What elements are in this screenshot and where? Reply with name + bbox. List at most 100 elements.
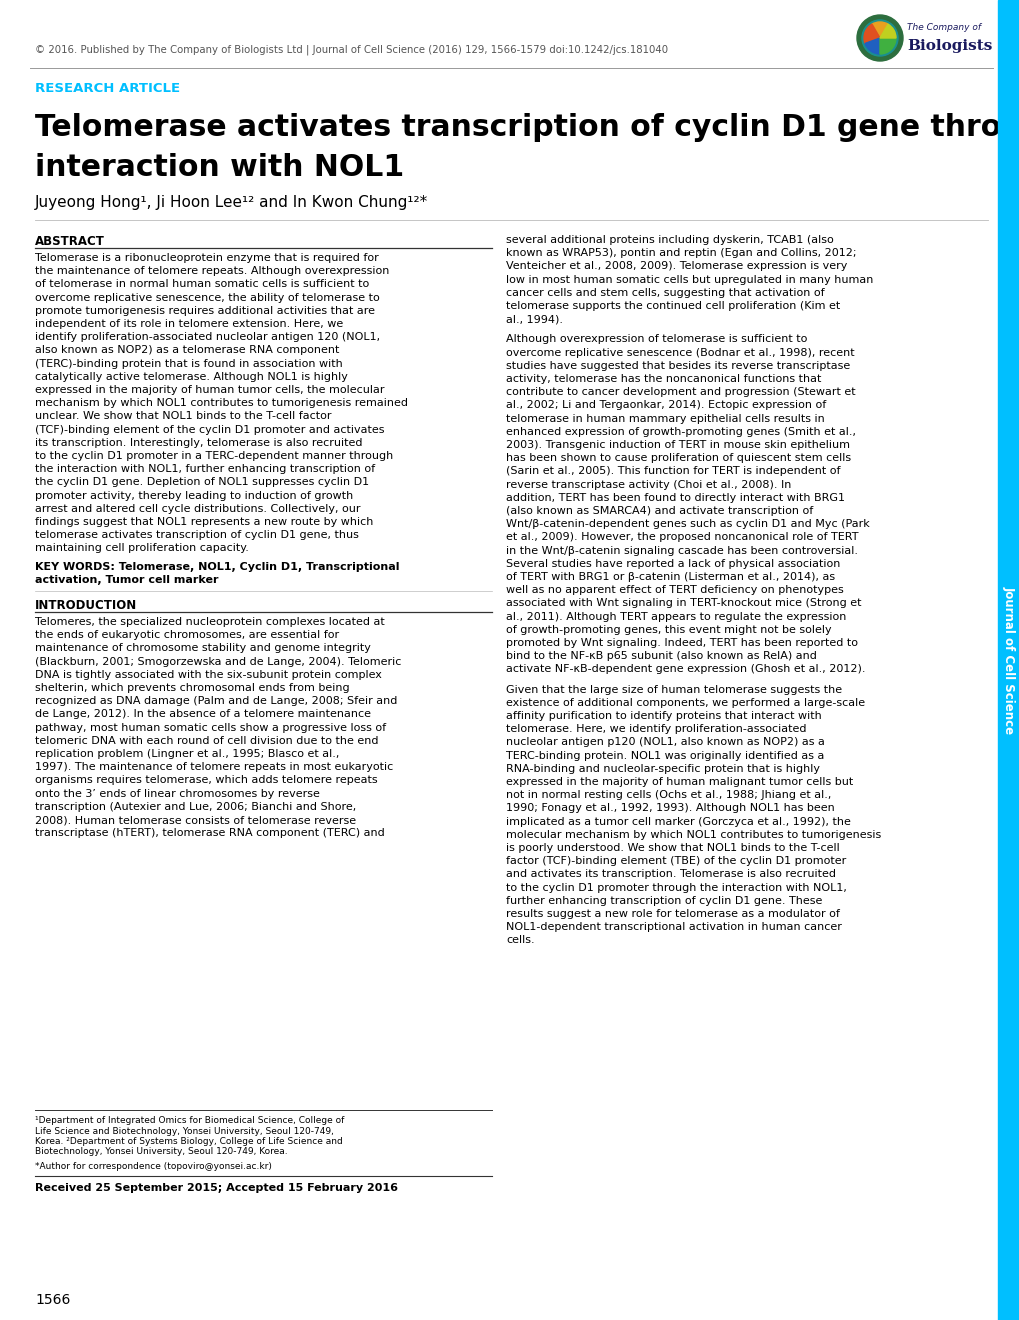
Text: overcome replicative senescence (Bodnar et al., 1998), recent: overcome replicative senescence (Bodnar … [505,347,854,358]
Text: reverse transcriptase activity (Choi et al., 2008). In: reverse transcriptase activity (Choi et … [505,479,791,490]
Text: implicated as a tumor cell marker (Gorczyca et al., 1992), the: implicated as a tumor cell marker (Gorcz… [505,817,850,826]
Text: to the cyclin D1 promoter in a TERC-dependent manner through: to the cyclin D1 promoter in a TERC-depe… [35,451,393,461]
Text: is poorly understood. We show that NOL1 binds to the T-cell: is poorly understood. We show that NOL1 … [505,843,839,853]
Text: ABSTRACT: ABSTRACT [35,235,105,248]
Wedge shape [863,24,879,44]
Text: the ends of eukaryotic chromosomes, are essential for: the ends of eukaryotic chromosomes, are … [35,630,338,640]
Text: Juyeong Hong¹, Ji Hoon Lee¹² and In Kwon Chung¹²*: Juyeong Hong¹, Ji Hoon Lee¹² and In Kwon… [35,194,428,210]
Text: promoter activity, thereby leading to induction of growth: promoter activity, thereby leading to in… [35,491,353,500]
Text: (TERC)-binding protein that is found in association with: (TERC)-binding protein that is found in … [35,359,342,368]
Text: transcription (Autexier and Lue, 2006; Bianchi and Shore,: transcription (Autexier and Lue, 2006; B… [35,801,356,812]
Text: addition, TERT has been found to directly interact with BRG1: addition, TERT has been found to directl… [505,492,844,503]
Text: telomerase in human mammary epithelial cells results in: telomerase in human mammary epithelial c… [505,413,824,424]
Text: 2003). Transgenic induction of TERT in mouse skin epithelium: 2003). Transgenic induction of TERT in m… [505,440,849,450]
Text: contribute to cancer development and progression (Stewart et: contribute to cancer development and pro… [505,387,855,397]
Text: its transcription. Interestingly, telomerase is also recruited: its transcription. Interestingly, telome… [35,438,362,447]
Text: ¹Department of Integrated Omics for Biomedical Science, College of: ¹Department of Integrated Omics for Biom… [35,1115,344,1125]
Text: several additional proteins including dyskerin, TCAB1 (also: several additional proteins including dy… [505,235,833,246]
Text: TERC-binding protein. NOL1 was originally identified as a: TERC-binding protein. NOL1 was originall… [505,751,823,760]
Text: promote tumorigenesis requires additional activities that are: promote tumorigenesis requires additiona… [35,306,375,315]
Text: telomerase. Here, we identify proliferation-associated: telomerase. Here, we identify proliferat… [505,725,806,734]
Text: not in normal resting cells (Ochs et al., 1988; Jhiang et al.,: not in normal resting cells (Ochs et al.… [505,791,830,800]
Text: recognized as DNA damage (Palm and de Lange, 2008; Sfeir and: recognized as DNA damage (Palm and de La… [35,696,397,706]
Text: of growth-promoting genes, this event might not be solely: of growth-promoting genes, this event mi… [505,624,830,635]
Text: de Lange, 2012). In the absence of a telomere maintenance: de Lange, 2012). In the absence of a tel… [35,709,371,719]
Text: molecular mechanism by which NOL1 contributes to tumorigenesis: molecular mechanism by which NOL1 contri… [505,830,880,840]
Bar [997,0,1019,1320]
Text: further enhancing transcription of cyclin D1 gene. These: further enhancing transcription of cycli… [505,896,821,906]
Text: interaction with NOL1: interaction with NOL1 [35,153,404,181]
Text: maintenance of chromosome stability and genome integrity: maintenance of chromosome stability and … [35,643,371,653]
Text: Several studies have reported a lack of physical association: Several studies have reported a lack of … [505,558,840,569]
Text: NOL1-dependent transcriptional activation in human cancer: NOL1-dependent transcriptional activatio… [505,923,841,932]
Text: KEY WORDS: Telomerase, NOL1, Cyclin D1, Transcriptional: KEY WORDS: Telomerase, NOL1, Cyclin D1, … [35,561,399,572]
Text: also known as NOP2) as a telomerase RNA component: also known as NOP2) as a telomerase RNA … [35,346,339,355]
Text: catalytically active telomerase. Although NOL1 is highly: catalytically active telomerase. Althoug… [35,372,347,381]
Text: The Company of: The Company of [906,24,980,33]
Text: arrest and altered cell cycle distributions. Collectively, our: arrest and altered cell cycle distributi… [35,504,360,513]
Text: overcome replicative senescence, the ability of telomerase to: overcome replicative senescence, the abi… [35,293,379,302]
Text: transcriptase (hTERT), telomerase RNA component (TERC) and: transcriptase (hTERT), telomerase RNA co… [35,828,384,838]
Text: unclear. We show that NOL1 binds to the T-cell factor: unclear. We show that NOL1 binds to the … [35,412,331,421]
Text: al., 1994).: al., 1994). [505,314,562,325]
Wedge shape [879,38,895,54]
Text: Venteicher et al., 2008, 2009). Telomerase expression is very: Venteicher et al., 2008, 2009). Telomera… [505,261,847,272]
Wedge shape [879,24,895,38]
Text: telomerase activates transcription of cyclin D1 gene, thus: telomerase activates transcription of cy… [35,531,359,540]
Text: pathway, most human somatic cells show a progressive loss of: pathway, most human somatic cells show a… [35,722,386,733]
Text: Telomerase is a ribonucleoprotein enzyme that is required for: Telomerase is a ribonucleoprotein enzyme… [35,253,378,263]
Text: has been shown to cause proliferation of quiescent stem cells: has been shown to cause proliferation of… [505,453,850,463]
Text: (also known as SMARCA4) and activate transcription of: (also known as SMARCA4) and activate tra… [505,506,812,516]
Text: © 2016. Published by The Company of Biologists Ltd | Journal of Cell Science (20: © 2016. Published by The Company of Biol… [35,45,667,55]
Text: Telomeres, the specialized nucleoprotein complexes located at: Telomeres, the specialized nucleoprotein… [35,616,384,627]
Text: al., 2011). Although TERT appears to regulate the expression: al., 2011). Although TERT appears to reg… [505,611,846,622]
Text: et al., 2009). However, the proposed noncanonical role of TERT: et al., 2009). However, the proposed non… [505,532,858,543]
Text: associated with Wnt signaling in TERT-knockout mice (Strong et: associated with Wnt signaling in TERT-kn… [505,598,861,609]
Text: studies have suggested that besides its reverse transcriptase: studies have suggested that besides its … [505,360,850,371]
Text: 1997). The maintenance of telomere repeats in most eukaryotic: 1997). The maintenance of telomere repea… [35,762,393,772]
Text: expressed in the majority of human malignant tumor cells but: expressed in the majority of human malig… [505,777,853,787]
Text: independent of its role in telomere extension. Here, we: independent of its role in telomere exte… [35,319,343,329]
Text: identify proliferation-associated nucleolar antigen 120 (NOL1,: identify proliferation-associated nucleo… [35,333,380,342]
Text: Journal of Cell Science: Journal of Cell Science [1002,586,1015,734]
Text: the interaction with NOL1, further enhancing transcription of: the interaction with NOL1, further enhan… [35,465,375,474]
Wedge shape [864,38,879,54]
Text: Wnt/β-catenin-dependent genes such as cyclin D1 and Myc (Park: Wnt/β-catenin-dependent genes such as cy… [505,519,869,529]
Text: cells.: cells. [505,936,534,945]
Text: Biologists: Biologists [906,40,991,53]
Text: Received 25 September 2015; Accepted 15 February 2016: Received 25 September 2015; Accepted 15 … [35,1183,397,1193]
Text: and activates its transcription. Telomerase is also recruited: and activates its transcription. Telomer… [505,870,836,879]
Text: bind to the NF-κB p65 subunit (also known as RelA) and: bind to the NF-κB p65 subunit (also know… [505,651,816,661]
Text: 2008). Human telomerase consists of telomerase reverse: 2008). Human telomerase consists of telo… [35,814,356,825]
Text: mechanism by which NOL1 contributes to tumorigenesis remained: mechanism by which NOL1 contributes to t… [35,399,408,408]
Text: telomerase supports the continued cell proliferation (Kim et: telomerase supports the continued cell p… [505,301,840,312]
Text: Although overexpression of telomerase is sufficient to: Although overexpression of telomerase is… [505,334,807,345]
Text: (Blackburn, 2001; Smogorzewska and de Lange, 2004). Telomeric: (Blackburn, 2001; Smogorzewska and de La… [35,656,401,667]
Text: enhanced expression of growth-promoting genes (Smith et al.,: enhanced expression of growth-promoting … [505,426,855,437]
Circle shape [861,20,897,55]
Text: Given that the large size of human telomerase suggests the: Given that the large size of human telom… [505,685,842,694]
Text: activate NF-κB-dependent gene expression (Ghosh et al., 2012).: activate NF-κB-dependent gene expression… [505,664,865,675]
Wedge shape [871,22,888,38]
Text: the cyclin D1 gene. Depletion of NOL1 suppresses cyclin D1: the cyclin D1 gene. Depletion of NOL1 su… [35,478,369,487]
Text: onto the 3’ ends of linear chromosomes by reverse: onto the 3’ ends of linear chromosomes b… [35,788,320,799]
Text: to the cyclin D1 promoter through the interaction with NOL1,: to the cyclin D1 promoter through the in… [505,883,846,892]
Text: *Author for correspondence (topoviro@yonsei.ac.kr): *Author for correspondence (topoviro@yon… [35,1162,272,1171]
Text: in the Wnt/β-catenin signaling cascade has been controversial.: in the Wnt/β-catenin signaling cascade h… [505,545,857,556]
Text: maintaining cell proliferation capacity.: maintaining cell proliferation capacity. [35,544,249,553]
Text: al., 2002; Li and Tergaonkar, 2014). Ectopic expression of: al., 2002; Li and Tergaonkar, 2014). Ect… [505,400,825,411]
Text: organisms requires telomerase, which adds telomere repeats: organisms requires telomerase, which add… [35,775,377,785]
Text: (Sarin et al., 2005). This function for TERT is independent of: (Sarin et al., 2005). This function for … [505,466,840,477]
Text: telomeric DNA with each round of cell division due to the end: telomeric DNA with each round of cell di… [35,735,378,746]
Text: affinity purification to identify proteins that interact with: affinity purification to identify protei… [505,711,821,721]
Text: RNA-binding and nucleolar-specific protein that is highly: RNA-binding and nucleolar-specific prote… [505,764,819,774]
Text: Korea. ²Department of Systems Biology, College of Life Science and: Korea. ²Department of Systems Biology, C… [35,1137,342,1146]
Text: well as no apparent effect of TERT deficiency on phenotypes: well as no apparent effect of TERT defic… [505,585,843,595]
Text: 1566: 1566 [35,1294,70,1307]
Text: activation, Tumor cell marker: activation, Tumor cell marker [35,574,218,585]
Text: 1990; Fonagy et al., 1992, 1993). Although NOL1 has been: 1990; Fonagy et al., 1992, 1993). Althou… [505,804,834,813]
Text: (TCF)-binding element of the cyclin D1 promoter and activates: (TCF)-binding element of the cyclin D1 p… [35,425,384,434]
Text: results suggest a new role for telomerase as a modulator of: results suggest a new role for telomeras… [505,909,839,919]
Text: nucleolar antigen p120 (NOL1, also known as NOP2) as a: nucleolar antigen p120 (NOL1, also known… [505,738,824,747]
Text: existence of additional components, we performed a large-scale: existence of additional components, we p… [505,698,864,708]
